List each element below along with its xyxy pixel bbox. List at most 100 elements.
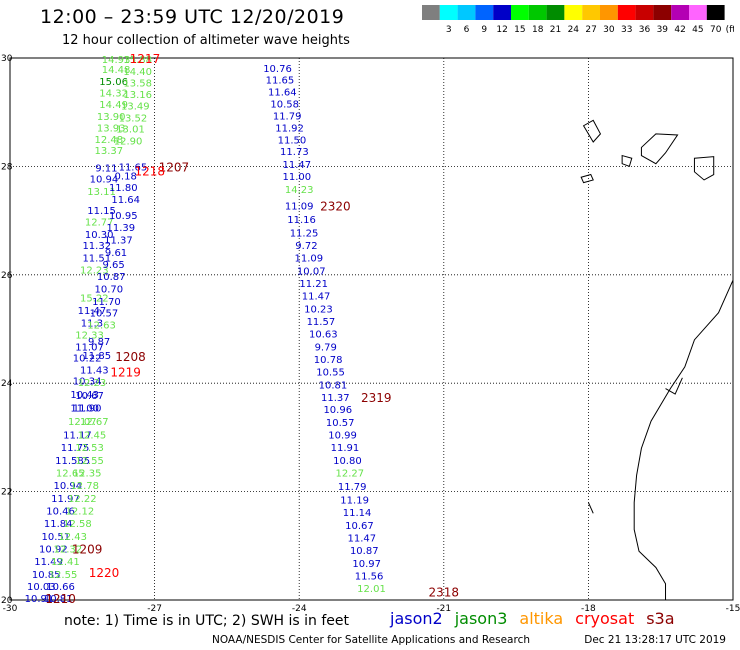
canary-island	[582, 119, 602, 143]
wave-height-label: 10.97	[352, 559, 381, 570]
wave-height-label: 10.51	[41, 532, 70, 543]
wave-height-label: 10.57	[326, 418, 355, 429]
colorbar-label: 21	[550, 25, 561, 35]
wave-height-label: 10.70	[94, 284, 123, 295]
wave-height-label: 13.52	[119, 114, 148, 125]
x-tick-label: -21	[436, 604, 451, 614]
colorbar-label: 39	[657, 25, 669, 35]
wave-height-label: 12.45	[78, 431, 107, 442]
wave-height-label: 10.03	[27, 582, 56, 593]
satellite-legend: jason2 jason3 altika cryosat s3a	[390, 609, 687, 628]
wave-height-label: 12.58	[63, 519, 92, 530]
wave-height-label: 11.85	[82, 351, 111, 362]
colorbar-swatch	[546, 5, 565, 20]
colorbar-label: 18	[532, 25, 544, 35]
colorbar-swatch	[511, 5, 529, 20]
canary-island	[640, 133, 679, 165]
colorbar-swatch	[564, 5, 583, 20]
colorbar-label: 30	[603, 25, 615, 35]
wave-height-label: 12.65	[56, 469, 85, 480]
pass-time-label: 1207	[159, 160, 190, 174]
wave-height-label: 10.58	[270, 100, 299, 111]
wave-height-label: 9.65	[102, 260, 124, 271]
wave-height-label: 12.78	[70, 481, 99, 492]
x-tick-label: -27	[147, 604, 162, 614]
x-tick-label: -24	[292, 604, 307, 614]
wave-height-label: 11.32	[82, 241, 111, 252]
wave-height-label: 13.01	[116, 124, 145, 135]
wave-height-label: 11.47	[302, 291, 331, 302]
wave-height-label: 10.67	[75, 391, 104, 402]
wave-height-label: 10.95	[109, 211, 138, 222]
wave-height-label: 12.32	[54, 545, 83, 556]
y-tick-label: 24	[1, 379, 13, 389]
x-tick-label: -30	[3, 604, 18, 614]
colorbar-label: 27	[585, 25, 596, 35]
wave-height-label: 11.49	[34, 557, 63, 568]
wave-height-label: 11.75	[61, 443, 90, 454]
wave-height-label: 11.70	[92, 297, 121, 308]
wave-height-label: 12.90	[114, 136, 143, 147]
credit-text: NOAA/NESDIS Center for Satellite Applica…	[212, 634, 530, 646]
colorbar-swatch	[706, 5, 725, 20]
wave-height-label: 10.63	[309, 329, 338, 340]
wave-height-label: 14.32	[99, 89, 128, 100]
colorbar-swatch	[671, 5, 689, 20]
wave-height-label: 11.80	[109, 183, 138, 194]
wave-height-label: 11.19	[340, 496, 369, 507]
wave-height-label: 15.06	[99, 77, 128, 88]
wave-height-label: 10.46	[46, 507, 75, 518]
colorbar-label: 42	[674, 25, 685, 35]
pass-time-label: 1219	[110, 365, 141, 379]
wave-height-label: 10.94	[54, 481, 83, 492]
wave-height-label: 10.67	[345, 521, 374, 532]
wave-height-label: 11.07	[75, 342, 104, 353]
pass-time-label: 2319	[361, 391, 392, 405]
y-tick-label: 26	[1, 271, 13, 281]
wave-height-label: 10.81	[319, 380, 348, 391]
wave-height-label: 11.51	[82, 253, 111, 264]
page-subtitle: 12 hour collection of altimeter wave hei…	[62, 33, 350, 48]
wave-height-label: 12.01	[357, 584, 386, 595]
colorbar-label: 6	[464, 25, 470, 35]
wave-height-label: 11.50	[278, 135, 307, 146]
wave-height-label: 11.64	[111, 195, 140, 206]
wave-height-label: 11.37	[321, 393, 350, 404]
wave-height-label: 11.73	[280, 147, 309, 158]
wave-height-label: 12.22	[68, 494, 97, 505]
wave-height-label: 11.25	[290, 229, 319, 240]
wave-height-label: 12.33	[75, 330, 104, 341]
satellite-altika: altika	[519, 609, 564, 628]
colorbar-swatch	[582, 5, 600, 20]
wave-height-label: 14.93	[102, 55, 131, 66]
wave-height-label: 13.37	[94, 146, 123, 157]
pass-time-label: 2320	[320, 199, 351, 213]
wave-height-label: 9.87	[88, 337, 110, 348]
satellite-jason3: jason3	[454, 609, 508, 628]
canary-island	[580, 173, 594, 184]
wave-height-label: 11.79	[273, 111, 302, 122]
wave-height-label: 10.57	[90, 309, 119, 320]
wave-height-label: 0.18	[115, 172, 137, 183]
wave-height-label: 10.30	[85, 230, 114, 241]
wave-height-label: 11.17	[63, 431, 92, 442]
pass-time-label: 1220	[89, 566, 120, 580]
wave-height-label: 15.88	[123, 55, 152, 66]
wave-height-label: 15.22	[80, 294, 109, 305]
wave-height-label: 9.79	[315, 342, 337, 353]
colorbar-swatch	[457, 5, 476, 20]
wave-height-label: 12.77	[85, 218, 114, 229]
wave-height-label: 10.34	[73, 376, 102, 387]
wave-height-label: 10.07	[297, 266, 326, 277]
generated-timestamp: Dec 21 13:28:17 UTC 2019	[584, 634, 726, 646]
wave-height-label: 10.91	[25, 594, 54, 605]
wave-height-label: 11.15	[87, 206, 116, 217]
wave-height-label: 12.23	[80, 265, 109, 276]
wave-height-label: 11.56	[355, 572, 384, 583]
wave-height-label: 10.55	[316, 367, 345, 378]
wave-height-label: 14.23	[285, 185, 314, 196]
wave-height-label: 11.64	[268, 88, 297, 99]
wave-height-label: 13.16	[123, 90, 152, 101]
wave-height-label: 14.49	[99, 100, 128, 111]
